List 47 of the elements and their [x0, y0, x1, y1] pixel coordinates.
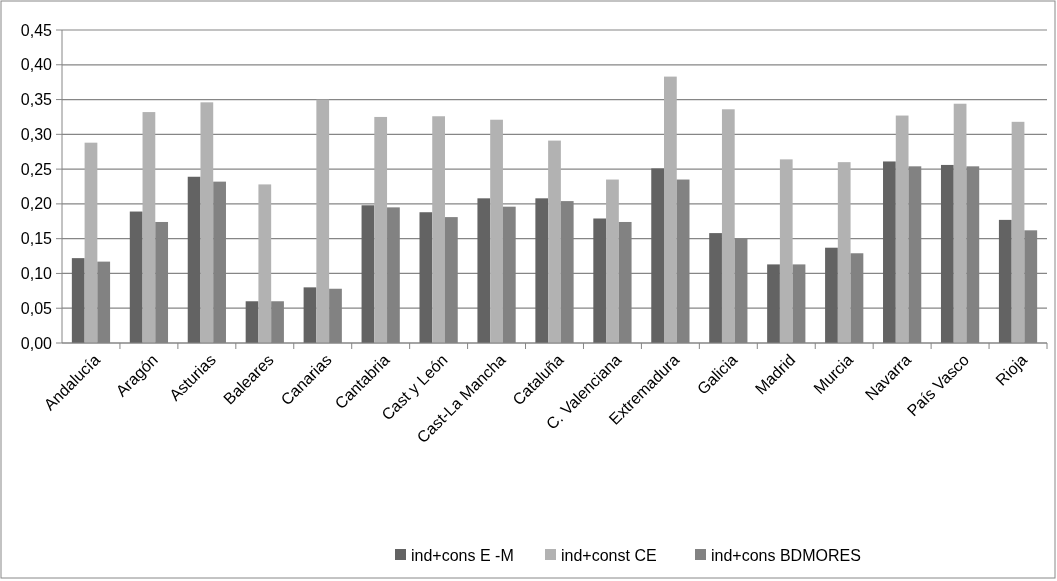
bar [187, 176, 201, 343]
legend-label: ind+cons BDMORES [711, 546, 861, 564]
y-tick-label: 0,30 [20, 125, 53, 143]
bar [593, 218, 607, 343]
bar [998, 219, 1012, 343]
bar [940, 164, 954, 343]
bar [258, 184, 272, 343]
bar [767, 264, 780, 343]
bar [419, 212, 433, 343]
bar [245, 301, 259, 343]
y-tick-label: 0,35 [20, 91, 53, 109]
bar [316, 99, 330, 343]
bar [129, 211, 143, 343]
bar [1011, 121, 1025, 343]
bar [374, 116, 388, 343]
bar [142, 112, 156, 343]
legend-label: ind+const CE [561, 546, 657, 564]
legend-label: ind+cons E -M [411, 546, 514, 564]
bar [303, 287, 317, 343]
bar [548, 140, 561, 343]
bar [895, 115, 909, 343]
bar [84, 142, 98, 343]
bar [953, 103, 967, 343]
bar [432, 116, 445, 343]
bar [779, 159, 793, 343]
y-tick-label: 0,45 [20, 21, 53, 39]
y-tick-label: 0,05 [20, 299, 53, 317]
bar [361, 205, 375, 343]
y-tick-label: 0,25 [20, 160, 53, 178]
bar [606, 179, 619, 343]
y-tick-label: 0,20 [20, 195, 53, 213]
y-tick-label: 0,40 [20, 56, 53, 74]
bar [837, 162, 851, 343]
bar [825, 247, 838, 343]
bar [535, 198, 549, 343]
bar [664, 76, 677, 343]
bar [477, 198, 491, 343]
y-tick-label: 0,10 [20, 265, 53, 283]
bar [71, 258, 85, 343]
bar [883, 161, 896, 343]
bar [200, 102, 214, 343]
bar [709, 233, 722, 343]
y-tick-label: 0,00 [20, 334, 53, 352]
bar [490, 119, 503, 343]
y-tick-label: 0,15 [20, 230, 53, 248]
bar [721, 109, 735, 343]
bar [651, 168, 665, 343]
